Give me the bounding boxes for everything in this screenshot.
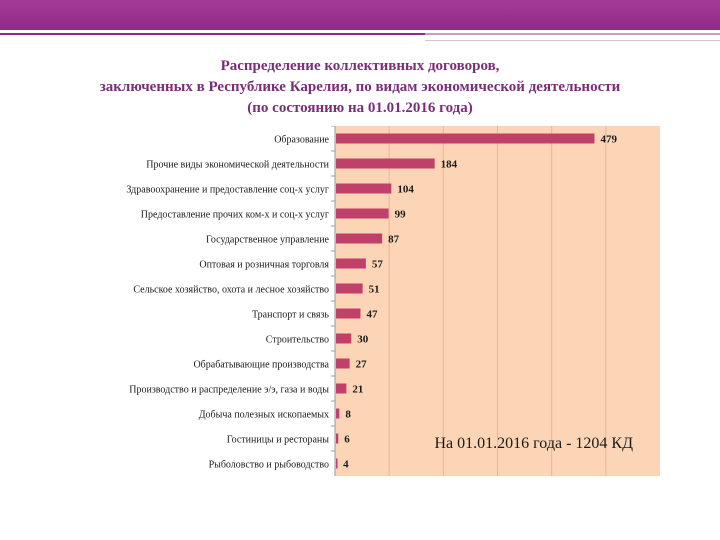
bar xyxy=(336,333,352,344)
value-label: 8 xyxy=(345,409,351,421)
bar xyxy=(336,308,361,319)
value-label: 6 xyxy=(344,434,350,446)
category-label: Оптовая и розничная торговля xyxy=(199,260,329,271)
bar xyxy=(336,208,389,219)
category-label: Добыча полезных ископаемых xyxy=(199,410,329,421)
category-label: Производство и распределение э/э, газа и… xyxy=(129,385,329,396)
bar-chart: Образование 479 Прочие виды экономической … xyxy=(126,126,660,476)
bar xyxy=(336,408,340,419)
category-label: Обрабатывающие производства xyxy=(193,360,329,371)
category-label: Прочие виды экономической деятельности xyxy=(146,160,329,171)
bar xyxy=(336,158,435,169)
value-label: 30 xyxy=(357,334,369,346)
category-label: Государственное управление xyxy=(206,235,330,246)
slide-title: Распределение коллективных договоров, за… xyxy=(0,56,720,119)
title-line-3: (по состоянию на 01.01.2016 года) xyxy=(247,100,473,116)
bar xyxy=(336,258,366,269)
value-label: 57 xyxy=(372,259,384,271)
value-label: 104 xyxy=(397,184,414,196)
value-label: 87 xyxy=(388,234,400,246)
bar xyxy=(336,133,595,144)
bar xyxy=(336,458,338,469)
value-label: 27 xyxy=(356,359,368,371)
category-label: Здравоохранение и предоставление соц-х у… xyxy=(126,185,329,196)
value-label: 21 xyxy=(352,384,363,396)
value-label: 4 xyxy=(343,459,349,471)
bar xyxy=(336,283,363,294)
category-label: Образование xyxy=(274,135,329,146)
title-line-1: Распределение коллективных договоров, xyxy=(220,58,500,74)
category-label: Сельское хозяйство, охота и лесное хозяй… xyxy=(133,285,329,296)
header-bar xyxy=(0,0,720,30)
value-label: 51 xyxy=(369,284,380,296)
bar xyxy=(336,358,350,369)
bar xyxy=(336,433,339,444)
category-label: Предоставление прочих ком-х и соц-х услу… xyxy=(141,210,329,221)
value-label: 184 xyxy=(441,159,458,171)
annotation-total: На 01.01.2016 года - 1204 КД xyxy=(434,435,633,452)
header-divider-light xyxy=(425,33,720,35)
category-label: Гостиницы и рестораны xyxy=(227,435,330,446)
bar xyxy=(336,233,383,244)
category-label: Рыболовство и рыбоводство xyxy=(209,460,329,471)
bar xyxy=(336,183,392,194)
category-label: Транспорт и связь xyxy=(252,310,329,321)
header-divider-thin xyxy=(425,40,720,41)
bar xyxy=(336,383,347,394)
category-label: Строительство xyxy=(266,335,329,346)
header-divider xyxy=(0,33,425,35)
value-label: 47 xyxy=(366,309,378,321)
value-label: 479 xyxy=(600,134,617,146)
value-label: 99 xyxy=(395,209,407,221)
title-line-2: заключенных в Республике Карелия, по вид… xyxy=(99,79,621,95)
